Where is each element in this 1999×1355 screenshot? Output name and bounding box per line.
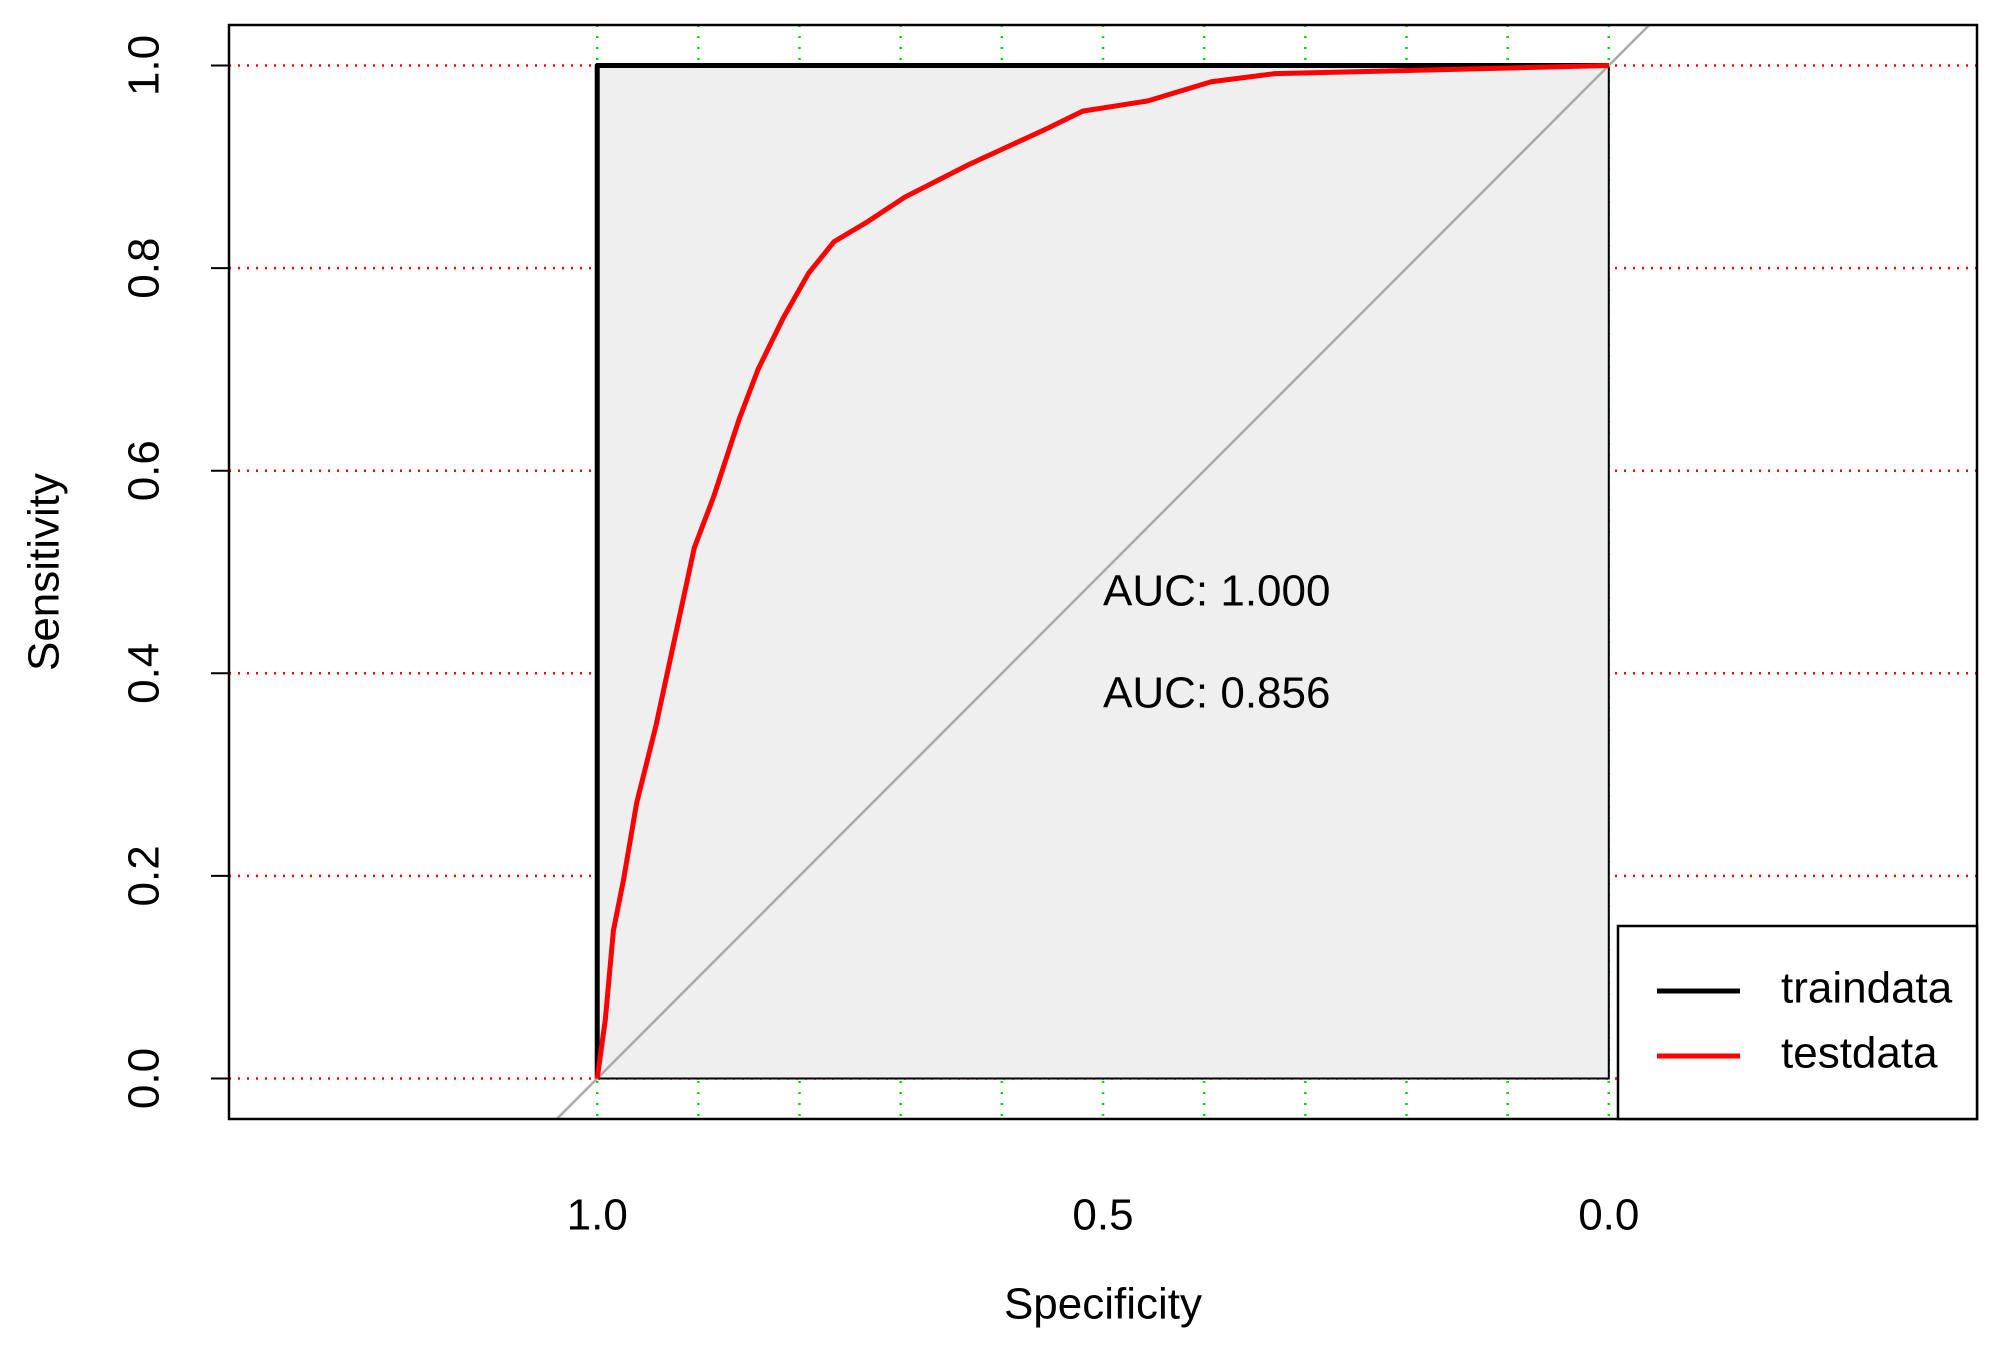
- legend-label: testdata: [1781, 1029, 1938, 1078]
- y-tick-label: 0.2: [120, 845, 169, 906]
- roc-line: [594, 63, 1609, 1079]
- x-tick-label: 1.0: [567, 1191, 628, 1240]
- legend-box: [1616, 924, 1979, 1121]
- y-tick-label: 0.8: [120, 238, 169, 299]
- y-tick-label: 0.0: [120, 1048, 169, 1109]
- y-tick-label: 0.4: [120, 643, 169, 704]
- y-tick-label: 1.0: [120, 35, 169, 96]
- y-axis-label: Sensitivity: [20, 473, 69, 671]
- annotation: AUC: 0.856: [1103, 669, 1330, 718]
- y-tick-label: 0.6: [120, 440, 169, 501]
- legend-label: traindata: [1781, 964, 1953, 1013]
- x-axis-label: Specificity: [1004, 1280, 1202, 1329]
- diagonal: [555, 24, 1651, 1120]
- roc-line: [594, 63, 1609, 1079]
- x-tick-label: 0.0: [1578, 1191, 1639, 1240]
- annotation: AUC: 1.000: [1103, 567, 1330, 616]
- plot-frame: [227, 23, 1979, 1121]
- x-tick-label: 0.5: [1072, 1191, 1133, 1240]
